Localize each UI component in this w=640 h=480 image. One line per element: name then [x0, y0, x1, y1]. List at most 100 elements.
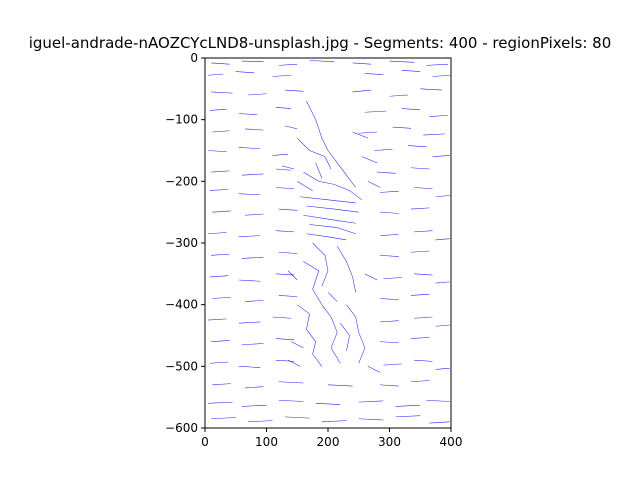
chart-title: iguel-andrade-nAOZCYcLND8-unsplash.jpg -… — [29, 34, 612, 52]
background-segment — [208, 232, 227, 235]
structure-segment — [309, 150, 326, 157]
x-tick-label: 400 — [440, 435, 463, 449]
x-tick-label: 100 — [255, 435, 278, 449]
background-segment — [401, 108, 421, 111]
structure-segment — [340, 323, 350, 336]
structure-segment — [281, 165, 295, 170]
structure-segment — [361, 156, 378, 164]
structure-segment — [297, 137, 310, 151]
background-segment — [435, 238, 450, 241]
y-tick-label: −400 — [165, 298, 198, 312]
structure-segment — [352, 131, 369, 139]
structure-segment — [330, 316, 338, 333]
background-segment — [211, 417, 236, 420]
background-segment — [284, 416, 310, 419]
background-segment — [420, 88, 442, 91]
background-segment — [429, 115, 448, 117]
background-segment — [209, 189, 229, 191]
background-segment — [241, 173, 264, 176]
background-segment — [407, 145, 427, 148]
structure-segment — [312, 289, 323, 305]
structure-segment — [334, 208, 359, 213]
background-segment — [414, 316, 433, 319]
background-segment — [275, 273, 295, 276]
background-segment — [212, 130, 230, 133]
background-segment — [380, 255, 399, 257]
background-segment — [411, 337, 430, 339]
background-segment — [244, 128, 264, 131]
background-segment — [272, 74, 292, 77]
background-segment — [209, 361, 229, 364]
structure-segment — [312, 242, 326, 256]
structure-segment — [303, 261, 319, 271]
background-segment — [395, 404, 421, 407]
background-segment — [278, 399, 304, 402]
background-segment — [426, 399, 450, 402]
background-segment — [435, 195, 450, 198]
structure-segment — [306, 101, 316, 120]
background-segment — [275, 187, 295, 190]
background-segment — [383, 363, 402, 366]
structure-segment — [303, 214, 332, 220]
structure-segment — [327, 292, 338, 302]
background-segment — [429, 421, 450, 424]
background-segment — [432, 74, 450, 77]
y-tick-label: −200 — [165, 174, 198, 188]
structure-segment — [297, 181, 313, 191]
background-segment — [272, 153, 289, 156]
structure-segment — [331, 219, 356, 224]
background-segment — [380, 384, 399, 387]
y-axis: 0 −100 −200 −300 −400 −500 −600 — [165, 51, 205, 435]
background-segment — [211, 253, 230, 256]
structure-segment — [321, 270, 329, 287]
structure-segment — [346, 335, 350, 351]
structure-segment — [358, 332, 366, 348]
background-segment — [211, 62, 230, 65]
structure-segment — [324, 255, 329, 271]
structure-segment — [300, 196, 329, 201]
background-segment — [212, 296, 231, 299]
background-segment — [352, 62, 372, 65]
x-tick-label: 0 — [201, 435, 209, 449]
structure-segment — [287, 270, 298, 281]
background-segment — [426, 63, 448, 66]
background-segment — [278, 295, 298, 297]
background-segment — [275, 107, 292, 109]
background-segment — [244, 213, 264, 216]
background-segment — [374, 148, 393, 151]
structure-segment — [318, 181, 335, 185]
structure-segment — [312, 270, 320, 290]
segment-lines — [208, 60, 450, 424]
background-segment — [380, 298, 399, 301]
background-segment — [235, 71, 255, 74]
y-tick-label: 0 — [190, 51, 198, 65]
background-segment — [380, 234, 399, 236]
structure-segment — [290, 341, 304, 349]
structure-segment — [367, 366, 381, 373]
background-segment — [380, 341, 399, 344]
background-segment — [309, 60, 335, 62]
background-segment — [364, 73, 384, 75]
background-segment — [208, 73, 224, 76]
background-segment — [248, 93, 267, 96]
background-segment — [364, 110, 387, 113]
background-segment — [211, 170, 230, 173]
structure-segment — [346, 175, 356, 188]
structure-segment — [309, 224, 338, 228]
background-segment — [241, 343, 264, 346]
background-segment — [411, 380, 430, 383]
structure-segment — [315, 119, 323, 139]
background-segment — [414, 273, 433, 276]
background-segment — [423, 133, 445, 136]
structure-segment — [312, 353, 323, 367]
background-segment — [208, 150, 227, 153]
background-segment — [211, 340, 230, 342]
y-tick-label: −300 — [165, 236, 198, 250]
y-tick-label: −500 — [165, 359, 198, 373]
background-segment — [275, 359, 295, 362]
background-segment — [327, 384, 353, 387]
background-segment — [432, 155, 450, 157]
background-segment — [212, 210, 231, 213]
background-segment — [248, 420, 273, 423]
background-segment — [411, 250, 430, 253]
